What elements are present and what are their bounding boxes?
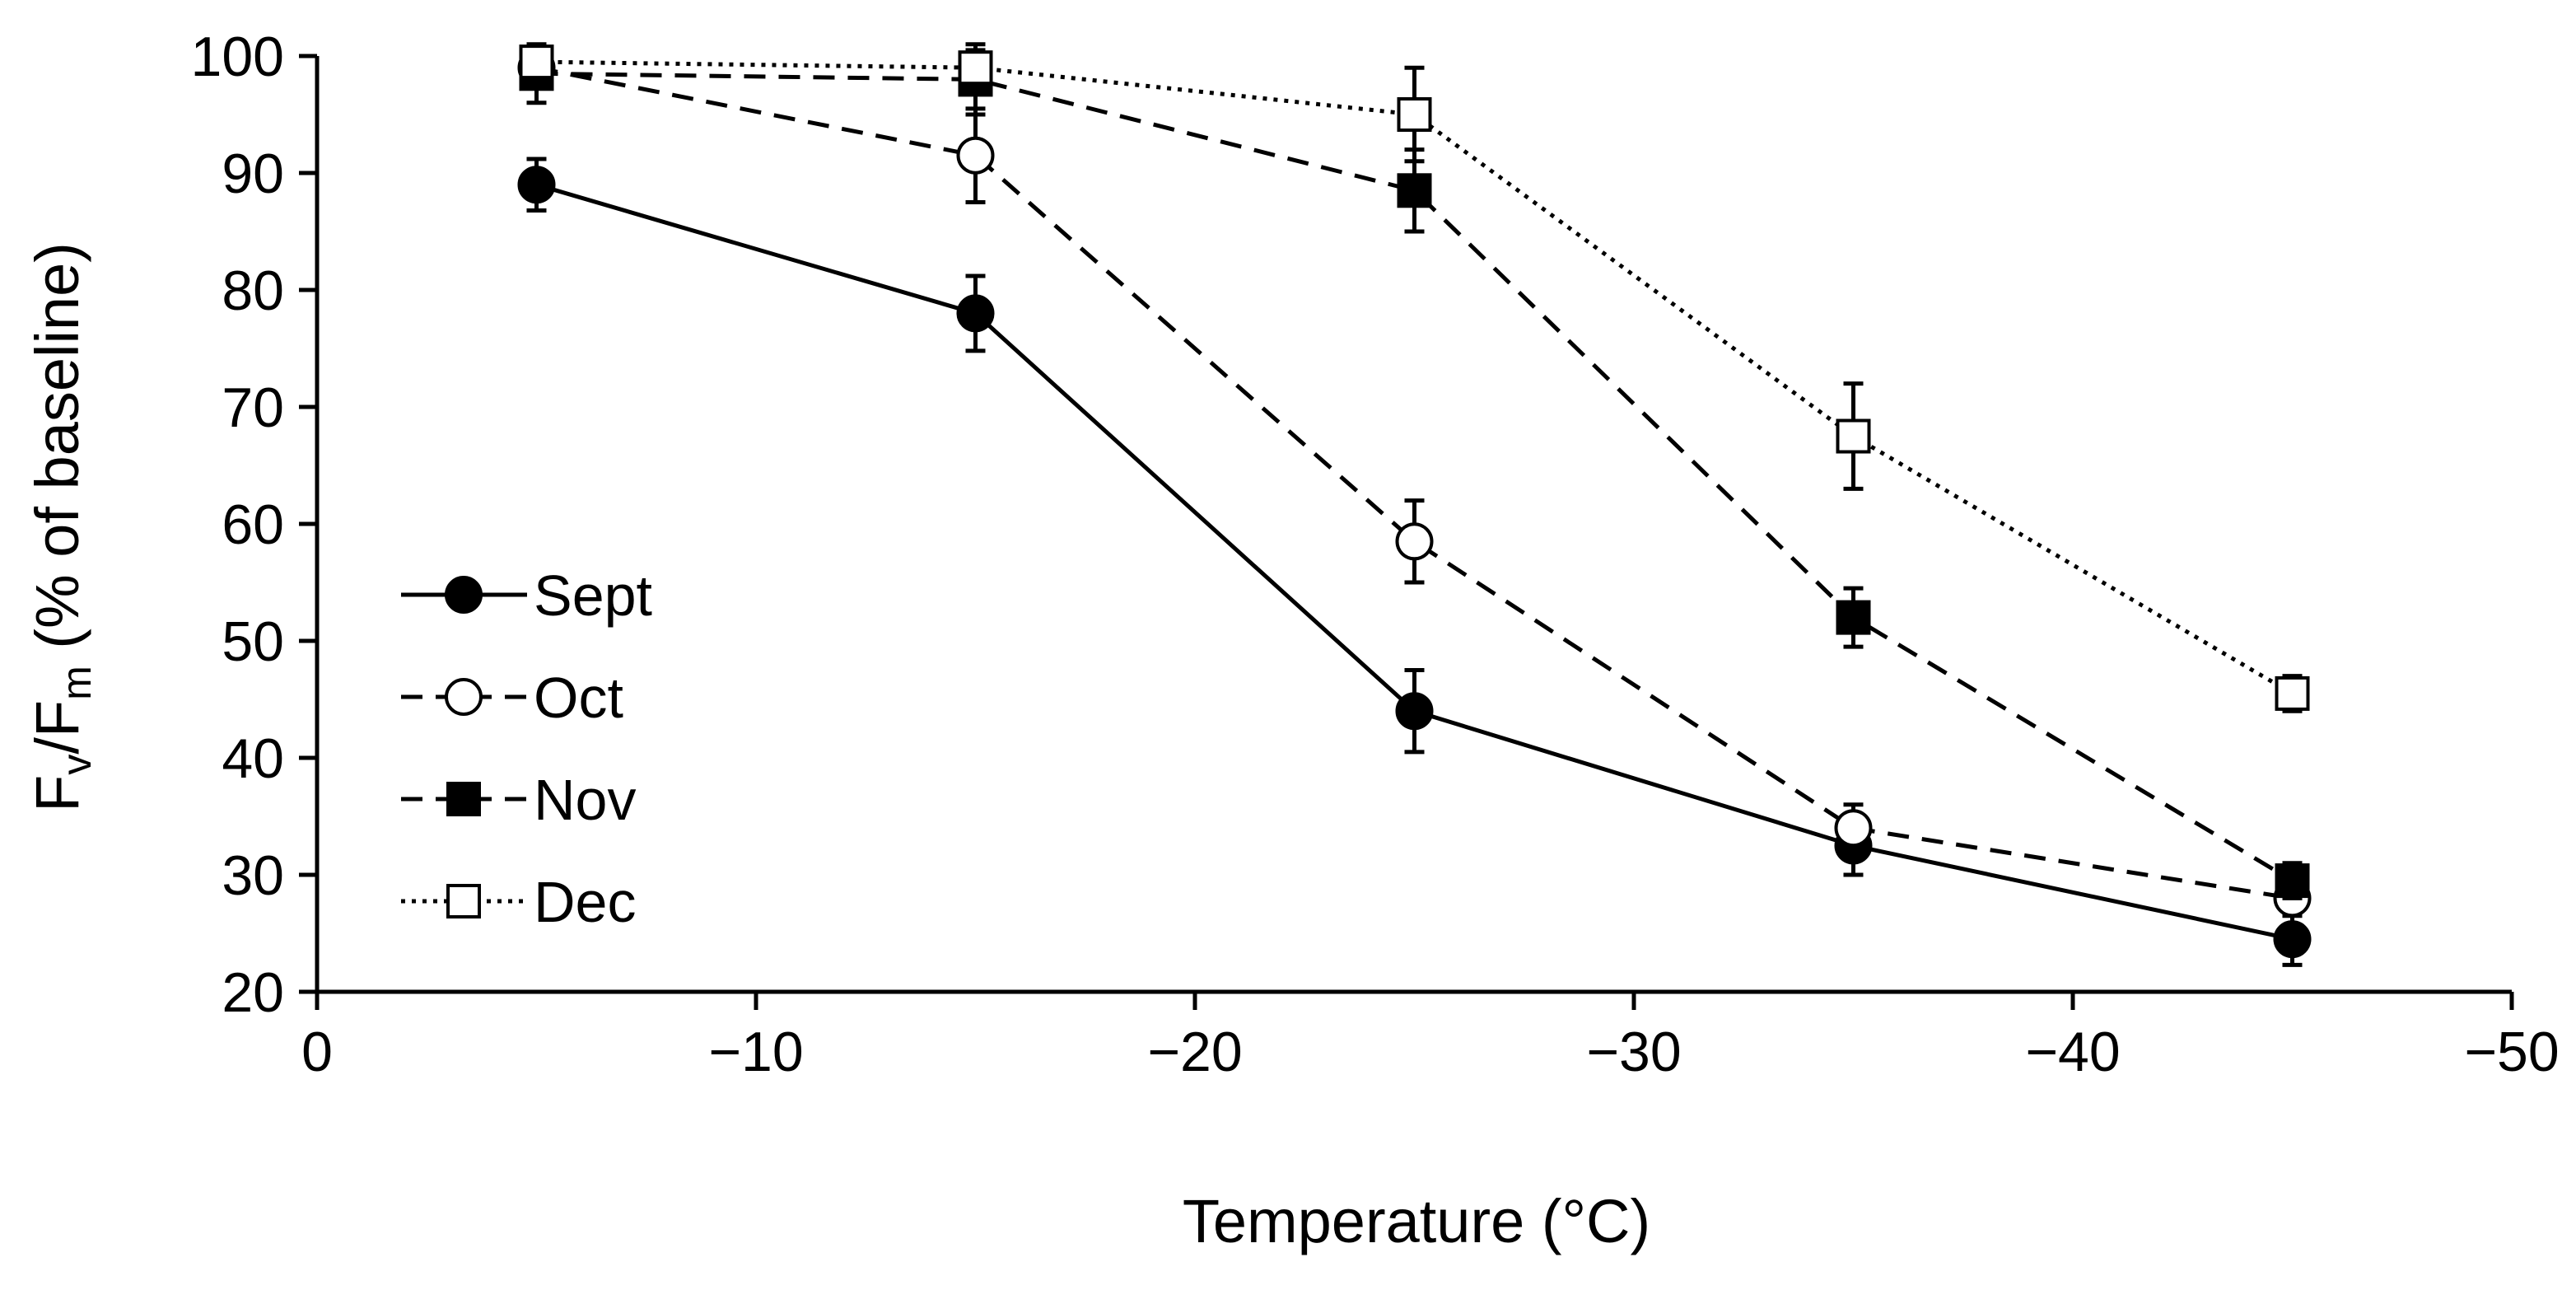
- data-point-sept: [517, 166, 556, 204]
- y-axis-title-part: /F: [23, 700, 91, 755]
- data-point-sept: [2273, 920, 2312, 959]
- data-point-dec: [2275, 675, 2310, 711]
- legend-item-nov: Nov: [401, 768, 636, 832]
- x-tick-label: 0: [301, 1021, 333, 1083]
- y-tick-label: 90: [222, 143, 284, 205]
- legend-marker-oct: [445, 678, 483, 716]
- x-tick-label: −40: [2025, 1021, 2120, 1083]
- x-tick-label: −50: [2464, 1021, 2559, 1083]
- y-axis-title-part: (% of baseline): [23, 242, 91, 666]
- y-tick-label: 40: [222, 727, 284, 790]
- data-point-dec: [1836, 418, 1871, 454]
- y-tick-label: 20: [222, 961, 284, 1024]
- y-axis-title: Fv/Fm (% of baseline): [23, 242, 100, 812]
- x-tick-label: −10: [708, 1021, 803, 1083]
- data-point-nov: [1836, 600, 1871, 635]
- legend-label-dec: Dec: [534, 870, 636, 934]
- legend: Sept Oct Nov Dec: [401, 563, 652, 934]
- y-tick-label: 30: [222, 844, 284, 907]
- data-point-oct: [956, 136, 995, 175]
- data-point-nov: [1397, 173, 1432, 208]
- legend-item-dec: Dec: [401, 870, 636, 934]
- series-line-oct: [536, 65, 2293, 900]
- y-axis-title-part: m: [54, 666, 100, 700]
- data-point-nov: [2275, 863, 2310, 899]
- legend-item-sept: Sept: [401, 563, 652, 628]
- y-tick-label: 50: [222, 610, 284, 673]
- y-tick-label: 70: [222, 376, 284, 439]
- series-layer: [517, 42, 2312, 967]
- data-point-sept: [956, 294, 995, 333]
- legend-label-oct: Oct: [534, 666, 623, 730]
- series-dec: [519, 44, 2310, 713]
- axes: 20 30 40 50 60 70 80 90 100 0 −10 −20 −30 −40 −50: [191, 26, 2560, 1083]
- series-line-nov: [536, 71, 2294, 883]
- legend-item-oct: Oct: [401, 666, 623, 730]
- legend-marker-nov: [446, 782, 481, 816]
- legend-label-sept: Sept: [534, 563, 652, 628]
- y-axis-title-part: F: [23, 775, 91, 812]
- x-axis-title: Temperature (°C): [1183, 1187, 1650, 1255]
- legend-marker-dec: [446, 884, 481, 918]
- data-point-sept: [1395, 692, 1434, 731]
- y-tick-label: 80: [222, 259, 284, 322]
- y-tick-label: 100: [191, 26, 284, 88]
- x-tick-label: −20: [1147, 1021, 1242, 1083]
- data-point-dec: [519, 44, 554, 80]
- data-point-dec: [1397, 97, 1432, 132]
- y-tick-label: 60: [222, 493, 284, 556]
- data-point-oct: [1834, 809, 1873, 848]
- data-point-oct: [1395, 522, 1434, 561]
- data-point-dec: [958, 50, 993, 86]
- y-axis-title-part: v: [54, 755, 100, 775]
- legend-label-nov: Nov: [534, 768, 636, 832]
- series-nov: [519, 42, 2310, 900]
- x-tick-label: −30: [1586, 1021, 1681, 1083]
- legend-marker-sept: [445, 576, 483, 614]
